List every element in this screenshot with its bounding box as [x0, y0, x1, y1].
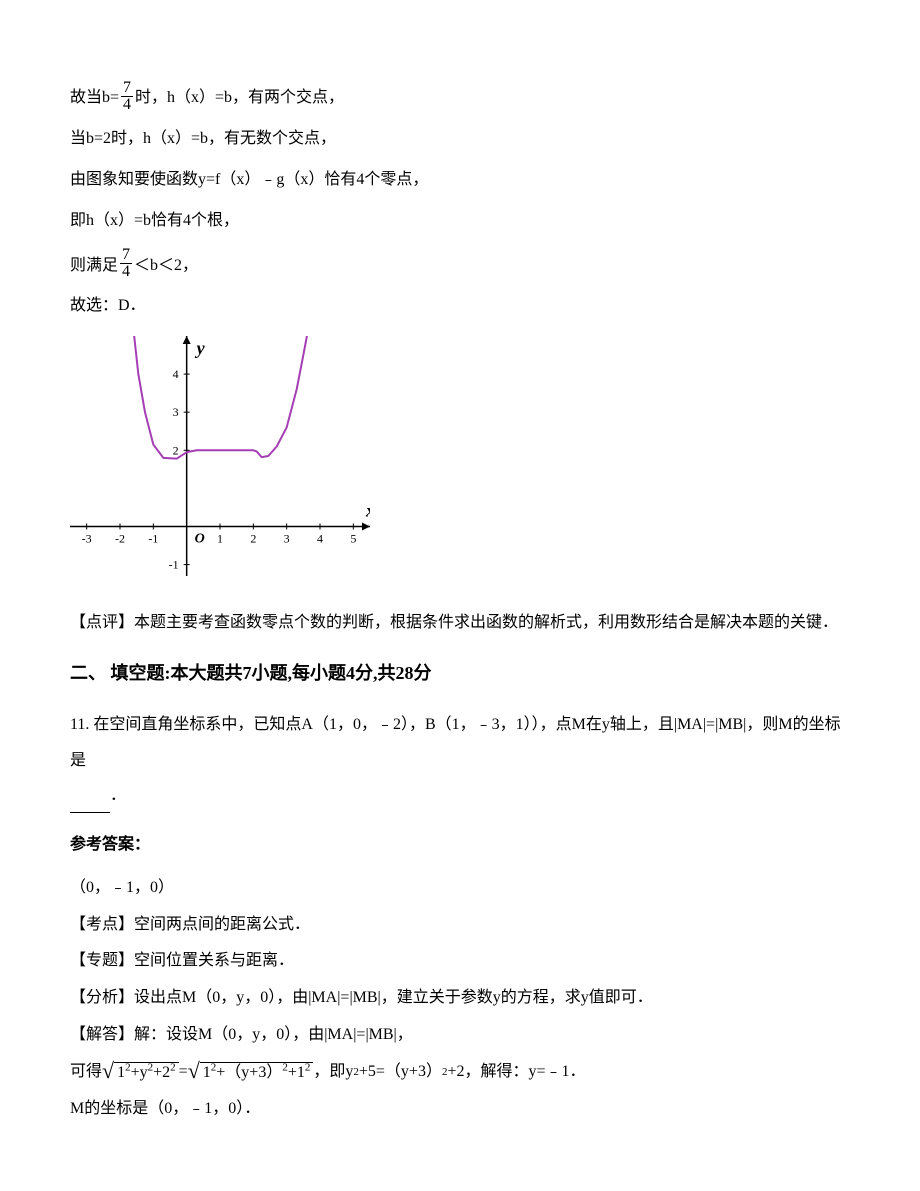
svg-text:3: 3 [173, 405, 179, 419]
answer-4: 【分析】设出点M（0，y，0），由|MA|=|MB|，建立关于参数y的方程，求y… [70, 984, 850, 1013]
text: （0，﹣1，0） [70, 874, 174, 903]
svg-text:3: 3 [284, 532, 290, 546]
text: ，即y [313, 1058, 353, 1087]
svg-text:y: y [195, 338, 206, 358]
text: ． [110, 778, 126, 813]
radical-icon: √ [102, 1065, 114, 1076]
text: 当b=2时，h（x）=b，有无数个交点， [70, 125, 336, 154]
svg-text:5: 5 [350, 532, 356, 546]
svg-text:-1: -1 [148, 532, 158, 546]
answer-1: （0，﹣1，0） [70, 874, 850, 903]
svg-text:2: 2 [173, 443, 179, 457]
answer-3: 【专题】空间位置关系与距离． [70, 947, 850, 976]
question-11: 11. 在空间直角坐标系中，已知点A（1，0，﹣2），B（1，﹣3，1）），点M… [70, 707, 850, 813]
commentary: 【点评】本题主要考查函数零点个数的判断，根据条件求出函数的解析式，利用数形结合是… [70, 607, 850, 639]
sqrt-body: 12+y2+22 [114, 1062, 179, 1082]
fraction-7-4: 7 4 [121, 80, 133, 113]
svg-text:x: x [365, 501, 370, 521]
section-2-title: 二、 填空题:本大题共7小题,每小题4分,共28分 [70, 657, 850, 689]
paragraph-3: 由图象知要使函数y=f（x）﹣g（x）恰有4个零点， [70, 166, 850, 195]
answer-6: 可得 √ 12+y2+22 = √ 12+（y+3）2+12 ，即y2 +5=（… [70, 1058, 850, 1087]
fill-blank [70, 797, 110, 813]
paragraph-5: 则满足 7 4 ＜b＜2， [70, 247, 850, 280]
text: +2，解得：y=﹣1． [447, 1058, 585, 1087]
text: +5=（y+3） [359, 1058, 442, 1087]
answer-7: M的坐标是（0，﹣1，0）． [70, 1095, 850, 1124]
radical-icon: √ [188, 1065, 200, 1076]
answer-5: 【解答】解：设设M（0，y，0），由|MA|=|MB|， [70, 1021, 850, 1050]
text: ＜b＜2， [134, 252, 198, 281]
paragraph-2: 当b=2时，h（x）=b，有无数个交点， [70, 125, 850, 154]
text: 【解答】解：设设M（0，y，0），由|MA|=|MB|， [70, 1021, 413, 1050]
fraction-7-4: 7 4 [120, 247, 132, 280]
paragraph-1: 故当b= 7 4 时，h（x）=b，有两个交点， [70, 80, 850, 113]
svg-text:4: 4 [173, 367, 179, 381]
text: 【点评】本题主要考查函数零点个数的判断，根据条件求出函数的解析式，利用数形结合是… [70, 607, 838, 639]
text: 时，h（x）=b，有两个交点， [135, 84, 344, 113]
svg-text:4: 4 [317, 532, 323, 546]
text: 【专题】空间位置关系与距离． [70, 947, 294, 976]
svg-text:O: O [195, 532, 205, 547]
svg-text:-3: -3 [82, 532, 92, 546]
text: M的坐标是（0，﹣1，0）． [70, 1095, 260, 1124]
svg-text:-1: -1 [169, 558, 179, 572]
paragraph-6: 故选：D． [70, 292, 850, 321]
paragraph-4: 即h（x）=b恰有4个根， [70, 207, 850, 236]
text: 11. 在空间直角坐标系中，已知点A（1，0，﹣2），B（1，﹣3，1）），点M… [70, 707, 850, 777]
text: 参考答案： [70, 836, 150, 853]
text: 【分析】设出点M（0，y，0），由|MA|=|MB|，建立关于参数y的方程，求y… [70, 984, 653, 1013]
sqrt-left: √ 12+y2+22 [102, 1062, 179, 1082]
sqrt-body: 12+（y+3）2+12 [200, 1062, 314, 1082]
svg-text:1: 1 [217, 532, 223, 546]
answer-heading: 参考答案： [70, 831, 850, 860]
text: 则满足 [70, 252, 118, 281]
text: 【考点】空间两点间的距离公式． [70, 911, 310, 940]
function-chart: -3 -2 -1 1 2 3 4 5 -1 2 3 4 Ox y [70, 336, 850, 587]
text: 即h（x）=b恰有4个根， [70, 207, 239, 236]
text: 故选：D． [70, 292, 146, 321]
sqrt-right: √ 12+（y+3）2+12 [188, 1062, 314, 1082]
answer-2: 【考点】空间两点间的距离公式． [70, 911, 850, 940]
text: 由图象知要使函数y=f（x）﹣g（x）恰有4个零点， [70, 166, 428, 195]
text: 二、 填空题:本大题共7小题,每小题4分,共28分 [70, 663, 432, 683]
svg-text:2: 2 [250, 532, 256, 546]
text: 故当b= [70, 84, 119, 113]
text: 可得 [70, 1058, 102, 1087]
chart-svg: -3 -2 -1 1 2 3 4 5 -1 2 3 4 Ox y [70, 336, 370, 576]
svg-text:-2: -2 [115, 532, 125, 546]
equals: = [179, 1058, 188, 1087]
